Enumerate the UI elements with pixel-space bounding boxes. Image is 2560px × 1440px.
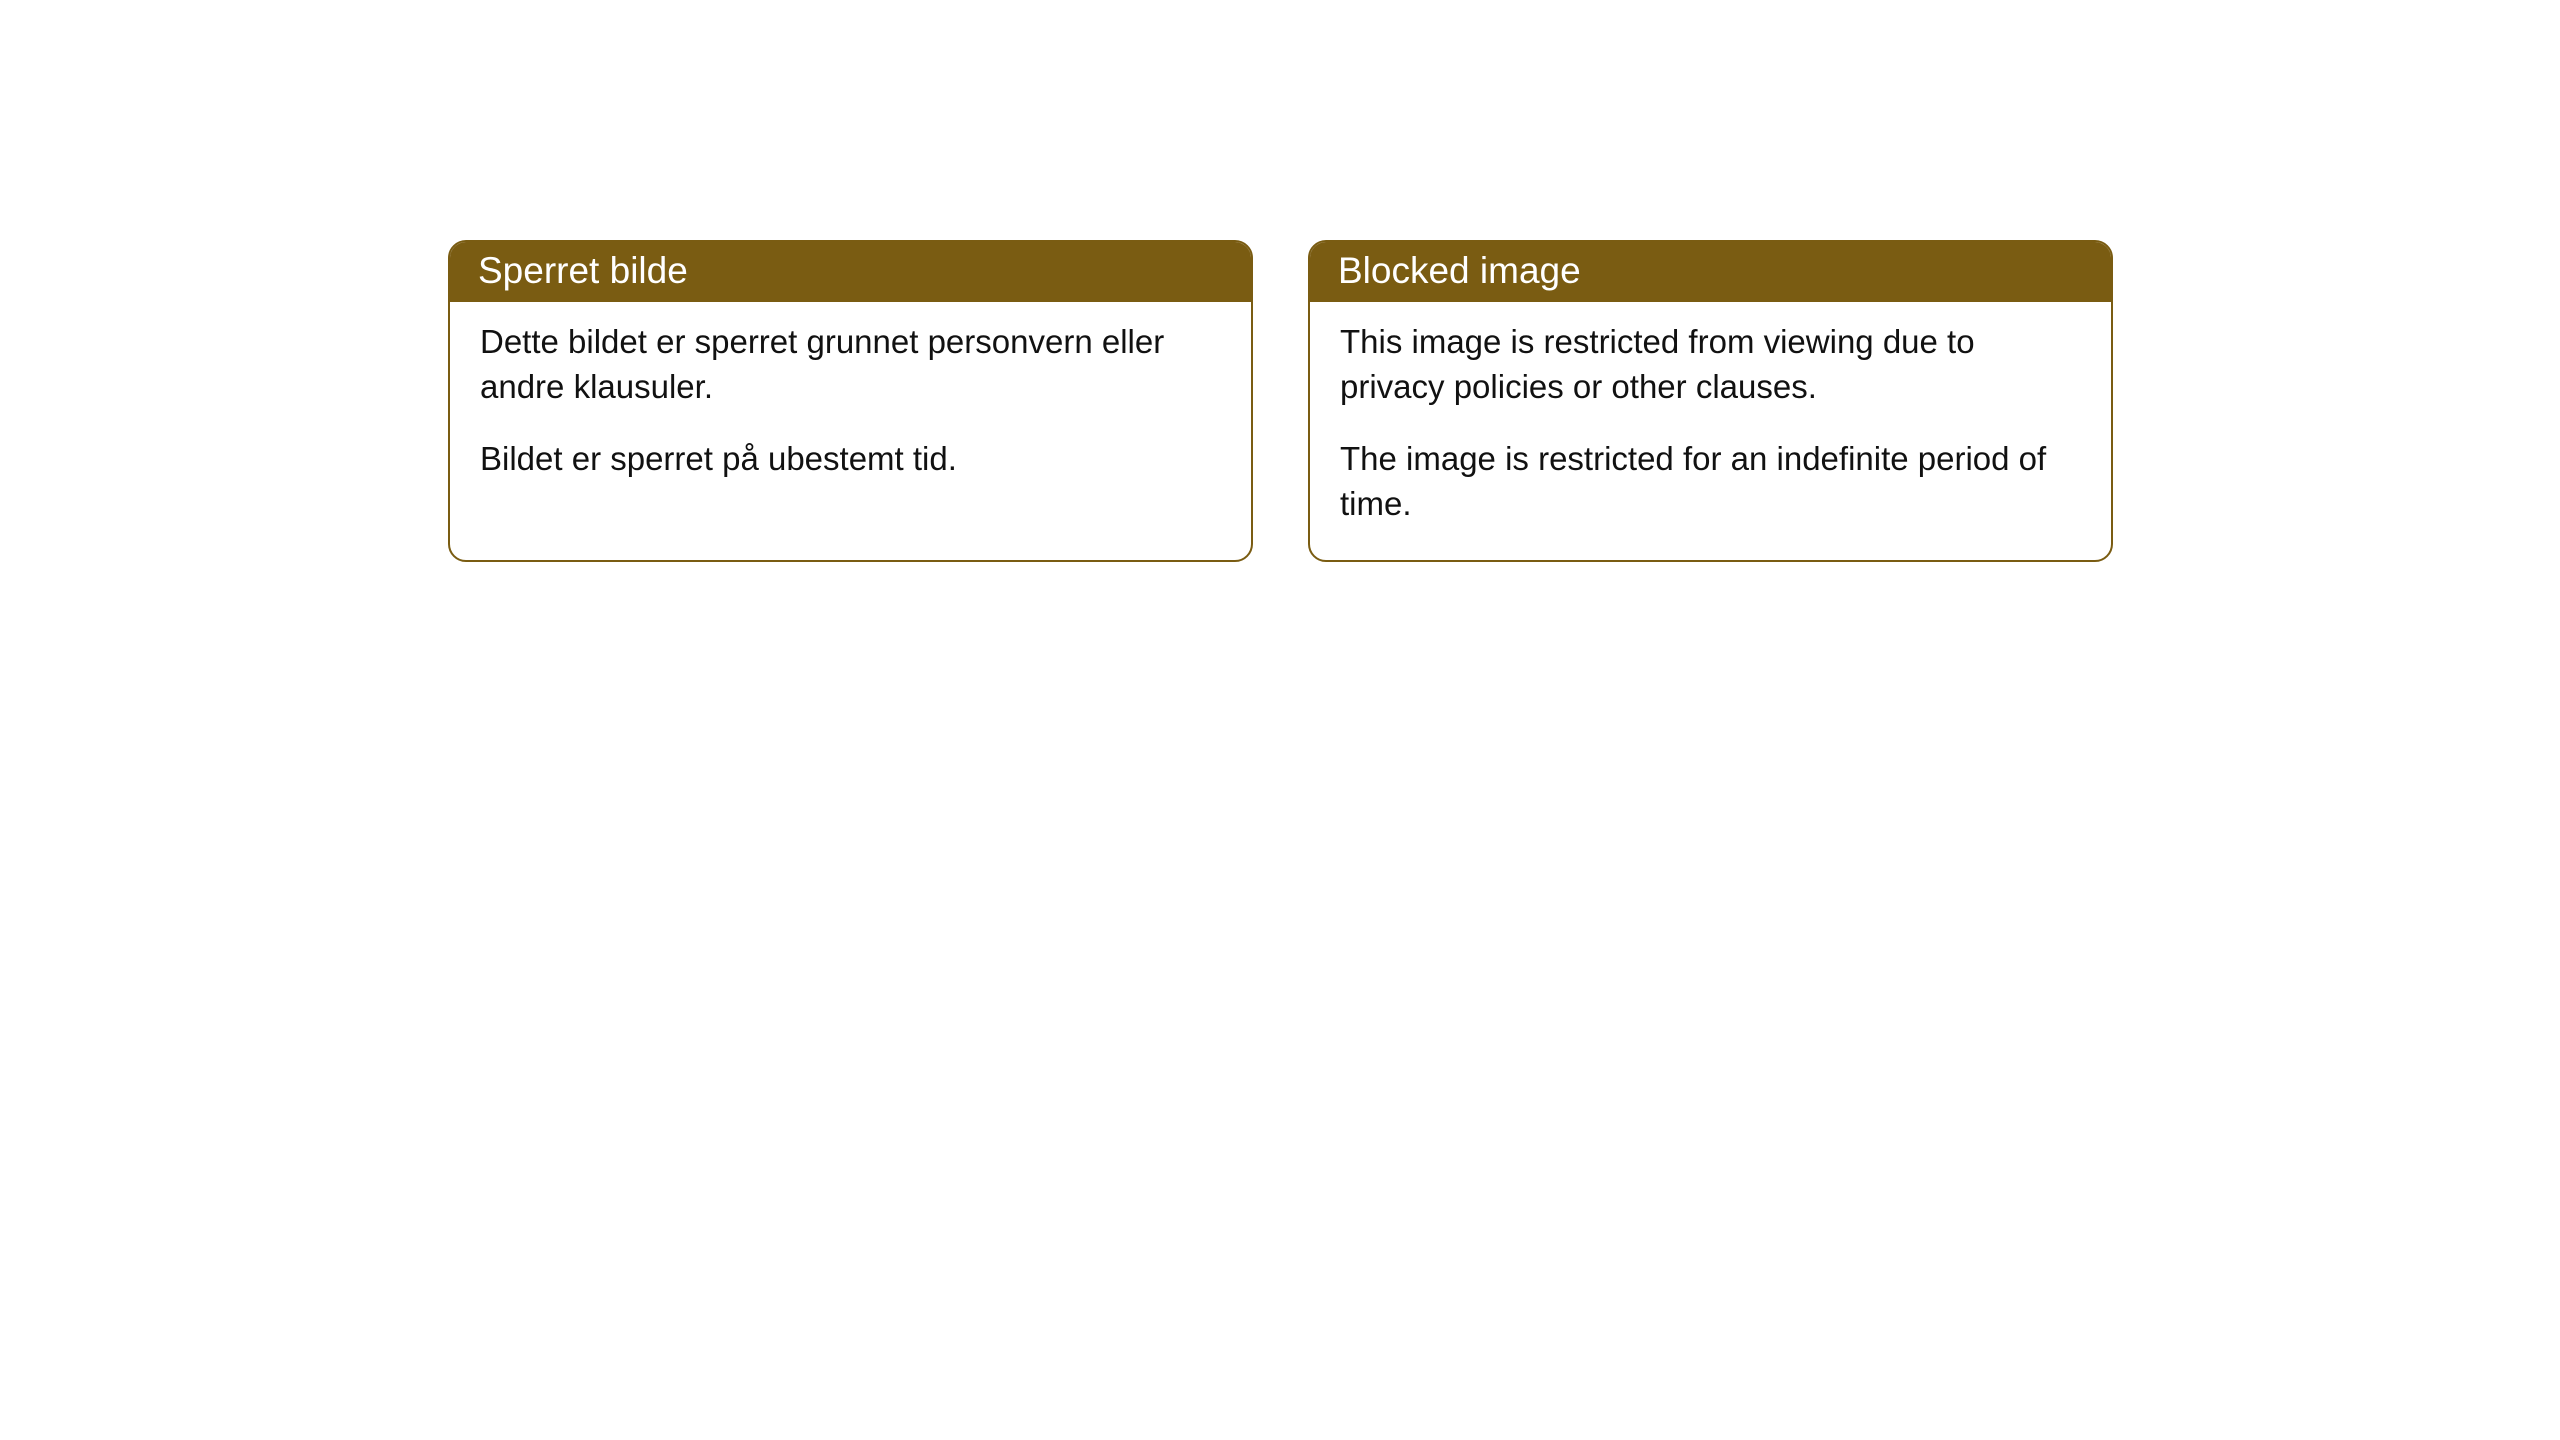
notice-cards-container: Sperret bilde Dette bildet er sperret gr… — [448, 240, 2113, 562]
card-paragraph: Dette bildet er sperret grunnet personve… — [480, 320, 1221, 409]
card-paragraph: This image is restricted from viewing du… — [1340, 320, 2081, 409]
blocked-image-card-norwegian: Sperret bilde Dette bildet er sperret gr… — [448, 240, 1253, 562]
card-body: This image is restricted from viewing du… — [1310, 302, 2111, 560]
card-body: Dette bildet er sperret grunnet personve… — [450, 302, 1251, 516]
card-header: Sperret bilde — [450, 242, 1251, 302]
card-paragraph: The image is restricted for an indefinit… — [1340, 437, 2081, 526]
card-title: Sperret bilde — [478, 250, 688, 291]
card-header: Blocked image — [1310, 242, 2111, 302]
blocked-image-card-english: Blocked image This image is restricted f… — [1308, 240, 2113, 562]
card-title: Blocked image — [1338, 250, 1581, 291]
card-paragraph: Bildet er sperret på ubestemt tid. — [480, 437, 1221, 482]
